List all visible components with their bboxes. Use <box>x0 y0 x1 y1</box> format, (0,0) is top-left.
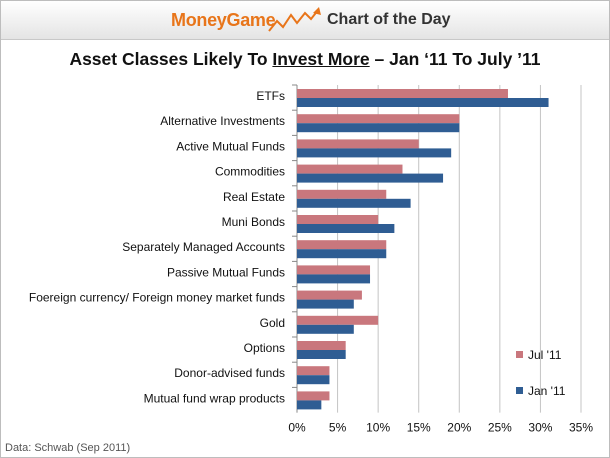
bar-jan-11 <box>297 173 444 183</box>
bar-jul-11 <box>297 215 379 224</box>
category-label: Active Mutual Funds <box>176 139 285 153</box>
bar-jan-11 <box>297 274 371 284</box>
trend-arrow-icon <box>268 7 321 32</box>
bar-jan-11 <box>297 299 354 309</box>
x-tick-label: 5% <box>329 421 347 435</box>
bar-jul-11 <box>297 139 419 149</box>
bar-jul-11 <box>297 315 379 325</box>
category-label: Foereign currency/ Foreign money market … <box>29 291 285 305</box>
category-label: Muni Bonds <box>222 215 285 229</box>
bar-jul-11 <box>297 114 460 124</box>
bar-jul-11 <box>297 290 362 300</box>
category-label: Options <box>244 341 285 355</box>
x-tick-label: 20% <box>447 421 471 435</box>
chart-of-the-day-label: Chart of the Day <box>327 11 451 28</box>
bar-jan-11 <box>297 375 330 385</box>
x-tick-label: 25% <box>488 421 512 435</box>
bar-jan-11 <box>297 350 346 359</box>
x-tick-label: 30% <box>528 421 552 435</box>
bar-jan-11 <box>297 224 395 233</box>
bar-jul-11 <box>297 265 371 275</box>
category-label: Real Estate <box>223 190 285 204</box>
category-label: Passive Mutual Funds <box>167 265 285 279</box>
category-label: Mutual fund wrap products <box>144 391 285 405</box>
category-label: Gold <box>260 316 285 330</box>
legend-label: Jul '11 <box>528 348 562 362</box>
bar-jan-11 <box>297 123 460 133</box>
title-part-underlined: Invest More <box>272 49 370 69</box>
legend-label: Jan '11 <box>528 384 566 398</box>
chart-title: Asset Classes Likely To Invest More – Ja… <box>1 49 609 70</box>
bar-jan-11 <box>297 400 322 410</box>
bar-jul-11 <box>297 164 403 174</box>
category-label: Commodities <box>215 165 285 179</box>
bar-jul-11 <box>297 391 330 401</box>
x-tick-label: 0% <box>288 421 306 435</box>
legend-swatch <box>516 351 523 358</box>
bar-jul-11 <box>297 240 387 250</box>
title-part-post: – Jan ‘11 To July ’11 <box>369 49 541 69</box>
title-part-pre: Asset Classes Likely To <box>69 49 273 69</box>
category-label: Donor-advised funds <box>174 366 285 380</box>
bar-jan-11 <box>297 148 452 158</box>
brand-logo-text: MoneyGame <box>171 10 276 30</box>
legend-swatch <box>516 387 523 394</box>
category-label: ETFs <box>256 89 285 103</box>
category-label: Alternative Investments <box>160 114 285 128</box>
bar-jul-11 <box>297 341 346 350</box>
x-tick-label: 35% <box>569 421 593 435</box>
category-label: Separately Managed Accounts <box>122 240 285 254</box>
bar-jan-11 <box>297 98 549 107</box>
bar-jul-11 <box>297 189 387 199</box>
bar-jan-11 <box>297 249 387 259</box>
source-note: Data: Schwab (Sep 2011) <box>5 442 131 454</box>
bar-jul-11 <box>297 366 330 376</box>
bar-jul-11 <box>297 89 508 98</box>
bar-jan-11 <box>297 198 411 208</box>
header-banner: MoneyGame Chart of the Day <box>1 1 609 40</box>
bar-jan-11 <box>297 324 354 334</box>
x-tick-label: 15% <box>407 421 431 435</box>
x-tick-label: 10% <box>366 421 390 435</box>
